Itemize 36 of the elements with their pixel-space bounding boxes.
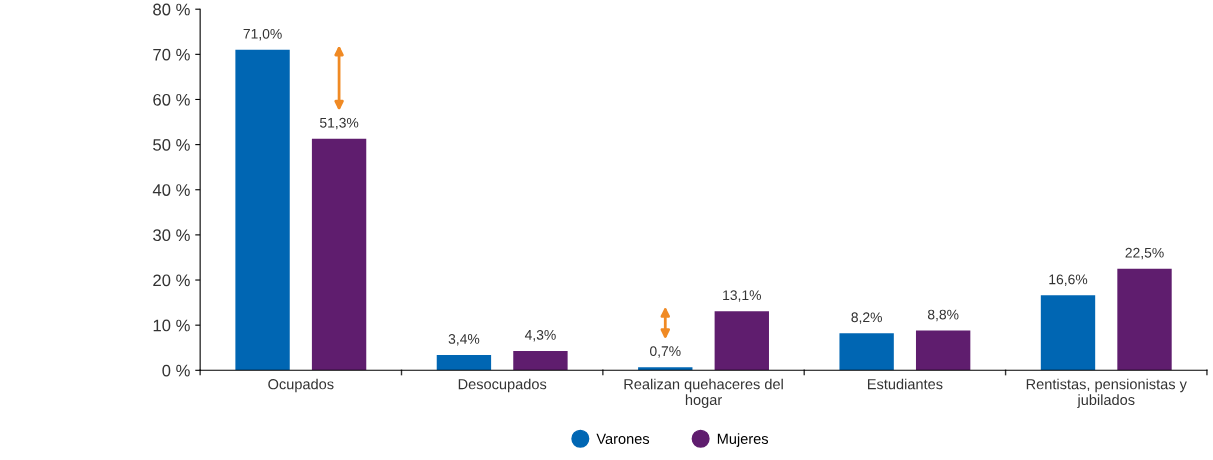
data-label: 51,3% — [319, 117, 359, 130]
data-label: 22,5% — [1125, 247, 1164, 260]
y-tick-label: 60 % — [153, 93, 190, 106]
data-label: 8,8% — [927, 309, 959, 322]
data-label: 4,3% — [524, 329, 556, 342]
legend-label: Varones — [596, 433, 650, 444]
data-label: 16,6% — [1049, 274, 1088, 286]
bar — [235, 49, 290, 371]
bar — [638, 367, 693, 371]
x-tick-label: Desocupados — [458, 378, 547, 393]
bar — [513, 350, 568, 371]
data-label: 8,2% — [851, 312, 882, 324]
bar — [839, 333, 894, 371]
y-tick-label: 10 % — [153, 319, 190, 332]
data-label: 3,4% — [448, 334, 480, 346]
bar — [915, 330, 971, 371]
y-tick-label: 50 % — [153, 139, 190, 151]
y-tick-label: 40 % — [152, 184, 190, 196]
x-tick-label: Realizan quehaceres del hogar — [624, 378, 783, 408]
bar — [436, 354, 492, 371]
y-tick-label: 20 % — [153, 274, 190, 287]
bar — [1117, 268, 1172, 371]
data-label: 13,1% — [723, 290, 761, 302]
y-tick-label: 30 % — [153, 229, 190, 242]
bar — [714, 311, 769, 371]
y-tick-label: 80 % — [153, 3, 190, 16]
x-tick-label: Estudiantes — [867, 378, 943, 390]
y-tick-label: 0 % — [162, 364, 190, 377]
bar — [1040, 295, 1096, 371]
y-tick-label: 70 % — [153, 48, 190, 61]
x-tick-label: Rentistas, pensionistas y jubilados — [1026, 378, 1187, 408]
data-label: 71,0% — [243, 28, 282, 41]
bar — [311, 138, 367, 371]
legend-label: Mujeres — [717, 433, 769, 447]
x-tick-label: Ocupados — [268, 378, 334, 393]
data-label: 0,7% — [650, 346, 681, 358]
